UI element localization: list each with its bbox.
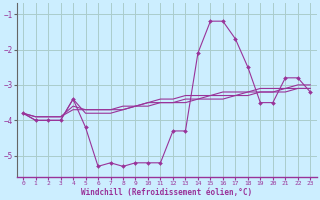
X-axis label: Windchill (Refroidissement éolien,°C): Windchill (Refroidissement éolien,°C)	[81, 188, 252, 197]
